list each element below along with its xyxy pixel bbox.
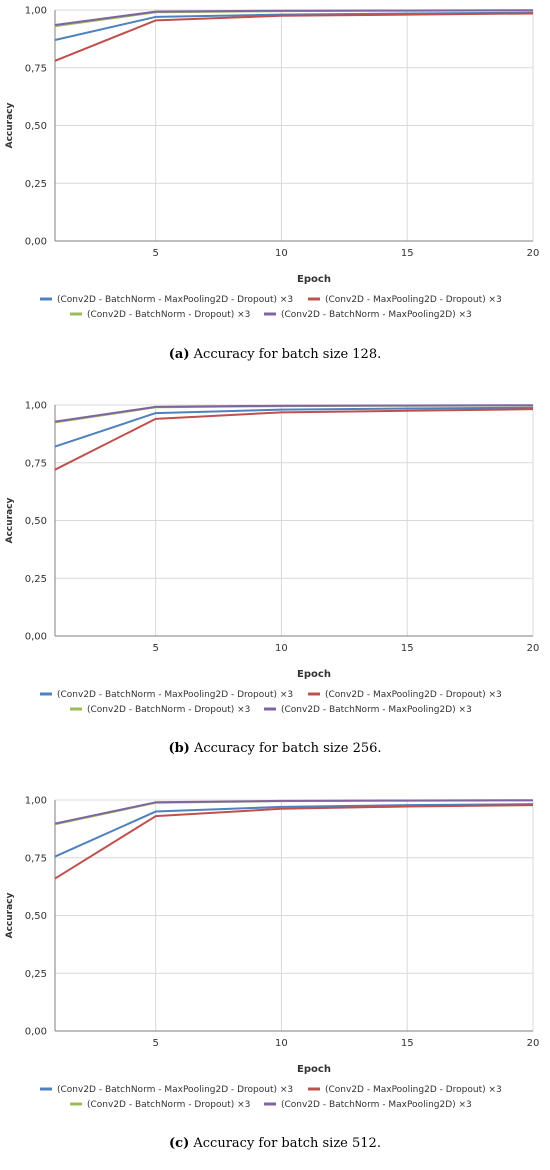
y-tick-label: 0,25	[25, 179, 47, 190]
chart-panel-c: 0,00 0,25 0,50 0,75 1,00 5 10 15 20 Epoch Accuracy…	[0, 790, 550, 1170]
legend-label: (Conv2D - BatchNorm - MaxPooling2D) ×3	[281, 310, 472, 320]
x-tick-label: 20	[527, 643, 540, 654]
x-tick-label: 5	[152, 1038, 158, 1049]
series-line-blue	[54, 406, 534, 448]
y-tick-label: 0,25	[25, 574, 47, 585]
x-axis-title: Epoch	[297, 274, 331, 285]
y-tick-label: 0,00	[25, 632, 47, 643]
legend-label: (Conv2D - BatchNorm - MaxPooling2D - Dro…	[57, 690, 293, 700]
x-tick-label: 10	[275, 643, 288, 654]
series-line-purple	[54, 404, 534, 423]
legend-label: (Conv2D - MaxPooling2D - Dropout) ×3	[325, 1085, 502, 1095]
y-tick-label: 0,75	[25, 853, 47, 864]
caption-text-a: Accuracy for batch size 128.	[193, 347, 382, 362]
y-tick-label: 1,00	[25, 6, 47, 17]
series-line-blue	[54, 11, 534, 42]
legend-label: (Conv2D - BatchNorm - Dropout) ×3	[87, 310, 250, 320]
caption-label-b: (b)	[168, 741, 190, 756]
caption-b: (b) Accuracy for batch size 256.	[0, 741, 550, 756]
series-line-red	[54, 12, 534, 62]
x-tick-label: 10	[275, 1038, 288, 1049]
x-tick-label: 10	[275, 248, 288, 259]
y-tick-label: 0,75	[25, 458, 47, 469]
chart-b: 0,00 0,25 0,50 0,75 1,00 5 10 15 20 Epoch Accuracy…	[5, 401, 540, 716]
x-axis-title: Epoch	[297, 1064, 331, 1075]
y-tick-label: 1,00	[25, 401, 47, 412]
chart-a: 0,00 0,25 0,50 0,75 1,00 5 10 15 20 Epoch Accuracy…	[5, 6, 540, 321]
legend-label: (Conv2D - BatchNorm - MaxPooling2D - Dro…	[57, 1085, 293, 1095]
chart-panel-b: 0,00 0,25 0,50 0,75 1,00 5 10 15 20 Epoch Accuracy…	[0, 395, 550, 775]
chart-c: 0,00 0,25 0,50 0,75 1,00 5 10 15 20 Epoch Accuracy…	[5, 796, 540, 1111]
y-tick-label: 0,75	[25, 63, 47, 74]
caption-a: (a) Accuracy for batch size 128.	[0, 347, 550, 362]
y-tick-label: 0,00	[25, 237, 47, 248]
caption-label-c: (c)	[169, 1136, 190, 1151]
legend-label: (Conv2D - BatchNorm - MaxPooling2D) ×3	[281, 1100, 472, 1110]
legend-label: (Conv2D - BatchNorm - Dropout) ×3	[87, 1100, 250, 1110]
x-tick-label: 20	[527, 248, 540, 259]
legend-label: (Conv2D - MaxPooling2D - Dropout) ×3	[325, 690, 502, 700]
series-line-blue	[54, 803, 534, 858]
legend-label: (Conv2D - BatchNorm - MaxPooling2D - Dro…	[57, 295, 293, 305]
y-axis-title: Accuracy	[5, 892, 15, 938]
legend-label: (Conv2D - BatchNorm - MaxPooling2D) ×3	[281, 705, 472, 715]
y-axis-title: Accuracy	[5, 102, 15, 148]
caption-c: (c) Accuracy for batch size 512.	[0, 1136, 550, 1151]
x-axis-title: Epoch	[297, 669, 331, 680]
series-line-purple	[54, 9, 534, 27]
y-tick-label: 0,50	[25, 516, 47, 527]
x-tick-label: 15	[401, 643, 414, 654]
y-tick-label: 0,00	[25, 1027, 47, 1038]
legend-label: (Conv2D - MaxPooling2D - Dropout) ×3	[325, 295, 502, 305]
y-tick-label: 0,50	[25, 911, 47, 922]
x-tick-label: 5	[152, 643, 158, 654]
y-tick-label: 0,50	[25, 121, 47, 132]
series-line-red	[54, 804, 534, 880]
y-axis-title: Accuracy	[5, 497, 15, 543]
x-tick-label: 20	[527, 1038, 540, 1049]
series-line-red	[54, 408, 534, 471]
x-tick-label: 15	[401, 248, 414, 259]
legend-label: (Conv2D - BatchNorm - Dropout) ×3	[87, 705, 250, 715]
y-tick-label: 0,25	[25, 969, 47, 980]
series-line-purple	[54, 799, 534, 825]
chart-panel-a: 0,00 0,25 0,50 0,75 1,00 5 10 15 20 Epoch Accuracy…	[0, 0, 550, 380]
y-tick-label: 1,00	[25, 796, 47, 807]
x-tick-label: 5	[152, 248, 158, 259]
caption-text-c: Accuracy for batch size 512.	[193, 1136, 381, 1151]
caption-text-b: Accuracy for batch size 256.	[193, 741, 382, 756]
caption-label-a: (a)	[168, 347, 190, 362]
x-tick-label: 15	[401, 1038, 414, 1049]
